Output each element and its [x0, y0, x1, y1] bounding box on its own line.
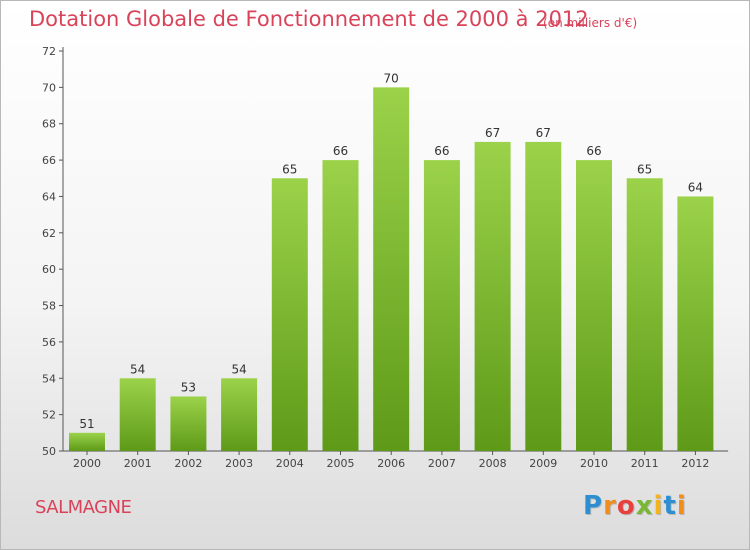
bar	[322, 160, 359, 451]
bar	[474, 141, 511, 451]
bars	[69, 87, 714, 452]
y-tick-label: 68	[42, 118, 56, 131]
x-tick-label: 2007	[428, 457, 456, 470]
bar	[271, 178, 308, 452]
x-axis: 2000 2001 2002 2003 2004 2005 2006 2007 2008 2009…	[73, 451, 709, 470]
x-tick-label: 2001	[124, 457, 152, 470]
bar	[69, 432, 105, 451]
data-label: 51	[79, 417, 94, 431]
x-tick-label: 2004	[276, 457, 304, 470]
bar	[119, 378, 156, 451]
data-label: 66	[586, 144, 601, 158]
data-label: 54	[130, 362, 145, 376]
y-tick-label: 64	[42, 190, 56, 203]
y-tick-label: 60	[42, 263, 56, 276]
data-labels: 51 54 53 54 65 66 70 66 67 67 66 65 64	[79, 71, 703, 430]
y-tick-label: 50	[42, 445, 56, 458]
data-label: 67	[536, 126, 551, 140]
commune-name: SALMAGNE	[35, 497, 132, 518]
x-tick-label: 2009	[529, 457, 557, 470]
data-label: 54	[231, 362, 246, 376]
y-tick-label: 66	[42, 154, 56, 167]
y-tick-label: 58	[42, 300, 56, 313]
x-tick-label: 2008	[479, 457, 507, 470]
data-label: 66	[434, 144, 449, 158]
y-axis: 50 52 54 56 58 60 62 64 66 68 70 72	[42, 45, 729, 458]
y-tick-label: 54	[42, 372, 56, 385]
x-tick-label: 2006	[377, 457, 405, 470]
x-tick-label: 2010	[580, 457, 608, 470]
data-label: 65	[282, 162, 297, 176]
bar	[677, 196, 714, 451]
y-tick-label: 70	[42, 81, 56, 94]
bar	[170, 396, 207, 451]
proxiti-logo[interactable]: Proxiti	[583, 491, 687, 521]
bar	[423, 160, 460, 451]
bar	[626, 178, 663, 452]
x-tick-label: 2000	[73, 457, 101, 470]
data-label: 66	[333, 144, 348, 158]
bar	[576, 160, 612, 451]
data-label: 67	[485, 126, 500, 140]
data-label: 65	[637, 162, 652, 176]
bar	[373, 87, 410, 451]
data-label: 53	[181, 380, 196, 394]
x-tick-label: 2012	[681, 457, 709, 470]
y-tick-label: 56	[42, 336, 56, 349]
y-tick-label: 62	[42, 227, 56, 240]
x-tick-label: 2005	[327, 457, 355, 470]
bar	[525, 141, 562, 451]
data-label: 64	[688, 180, 703, 194]
x-tick-label: 2002	[174, 457, 202, 470]
chart-title: Dotation Globale de Fonctionnement de 20…	[29, 7, 589, 31]
y-tick-label: 72	[42, 45, 56, 58]
x-tick-label: 2011	[631, 457, 659, 470]
chart-unit: (en milliers d'€)	[543, 16, 638, 30]
data-label: 70	[384, 71, 399, 85]
x-tick-label: 2003	[225, 457, 253, 470]
bar	[221, 378, 258, 451]
y-tick-label: 52	[42, 409, 56, 422]
